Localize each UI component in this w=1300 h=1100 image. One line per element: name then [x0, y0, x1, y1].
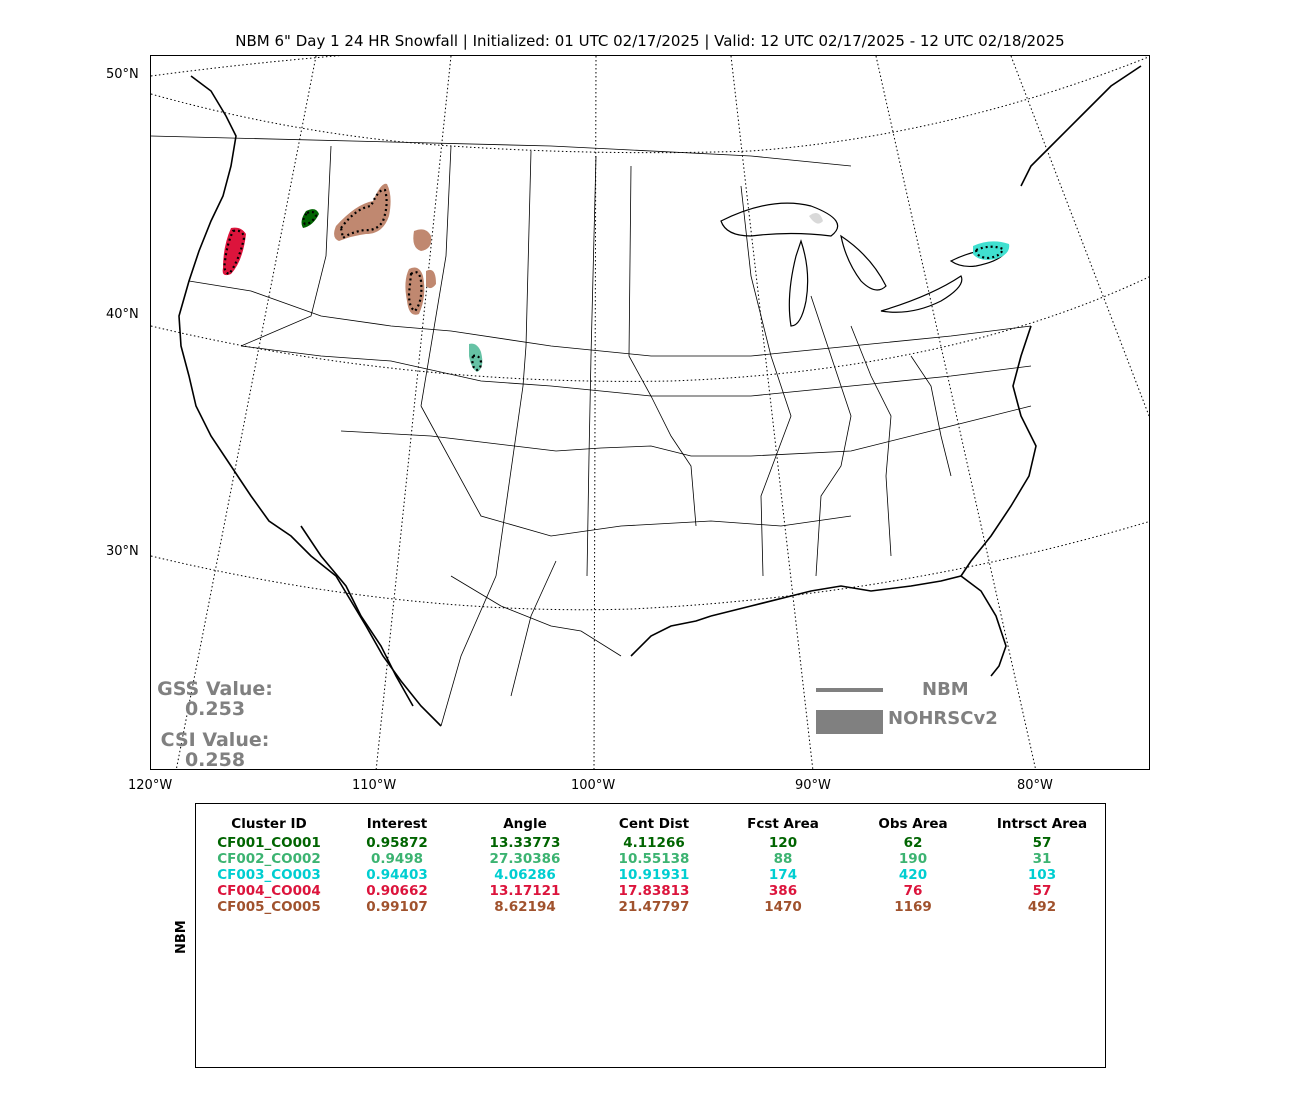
- lon-label-110: 110°W: [352, 778, 397, 793]
- map-title: NBM 6" Day 1 24 HR Snowfall | Initialize…: [235, 32, 1065, 50]
- cell-fcst-area: 386: [768, 883, 798, 899]
- observed-cluster-gray: [809, 212, 823, 224]
- header-fcst-area: Fcst Area: [747, 816, 819, 832]
- cell-obs-area: 76: [903, 883, 923, 899]
- observed-cluster-cf005-d: [426, 269, 436, 289]
- lon-label-100: 100°W: [571, 778, 616, 793]
- cell-cent-dist: 10.55138: [618, 851, 690, 867]
- lat-label-30: 30°N: [106, 544, 139, 559]
- cell-intrsct-area: 492: [1027, 899, 1057, 915]
- header-intrsct-area: Intrsct Area: [996, 816, 1088, 832]
- observed-clusters: [222, 183, 1010, 372]
- gss-value: 0.253: [184, 698, 246, 720]
- cell-cluster-id: CF002_CO002: [217, 851, 321, 867]
- map-svg: [151, 56, 1149, 769]
- lon-label-120: 120°W: [128, 778, 173, 793]
- coastline: [178, 65, 1142, 727]
- cell-cluster-id: CF003_CO003: [217, 867, 321, 883]
- cell-interest: 0.90662: [366, 883, 428, 899]
- forecast-clusters: [223, 188, 1005, 372]
- csi-value: 0.258: [184, 749, 246, 770]
- cell-interest: 0.99107: [366, 899, 428, 915]
- legend-nohrsc-label: NOHRSCv2: [888, 708, 998, 729]
- forecast-cluster-cf003: [974, 245, 1005, 260]
- forecast-cluster-cf002: [471, 354, 483, 372]
- cell-fcst-area: 174: [768, 867, 798, 883]
- cell-obs-area: 190: [898, 851, 928, 867]
- cell-fcst-area: 88: [773, 851, 793, 867]
- forecast-cluster-cf001: [302, 210, 318, 226]
- header-interest: Interest: [366, 816, 428, 832]
- cell-cent-dist: 10.91931: [618, 867, 690, 883]
- cell-interest: 0.94403: [366, 867, 428, 883]
- observed-cluster-cf002: [469, 343, 483, 372]
- cell-fcst-area: 120: [768, 835, 798, 851]
- cell-intrsct-area: 57: [1032, 835, 1052, 851]
- cell-interest: 0.9498: [370, 851, 424, 867]
- forecast-cluster-cf005-b: [407, 271, 423, 313]
- lon-label-90: 90°W: [795, 778, 831, 793]
- cell-cluster-id: CF004_CO004: [217, 883, 321, 899]
- lat-label-40: 40°N: [106, 307, 139, 322]
- cell-angle: 8.62194: [494, 899, 556, 915]
- header-cluster-id: Cluster ID: [231, 816, 307, 832]
- stats-table: Cluster ID Interest Angle Cent Dist Fcst…: [195, 803, 1106, 1068]
- map-panel: GSS Value: 0.253 CSI Value: 0.258 NBM NO…: [150, 55, 1150, 770]
- forecast-cluster-cf004: [223, 229, 246, 276]
- observed-cluster-cf003: [973, 241, 1010, 260]
- cell-cluster-id: CF005_CO005: [217, 899, 321, 915]
- forecast-cluster-cf005-a: [339, 188, 388, 240]
- cell-interest: 0.95872: [366, 835, 428, 851]
- cell-cent-dist: 4.11266: [623, 835, 685, 851]
- cell-angle: 27.30386: [489, 851, 561, 867]
- cell-angle: 13.17121: [489, 883, 561, 899]
- cell-fcst-area: 1470: [764, 899, 802, 915]
- cell-angle: 13.33773: [489, 835, 561, 851]
- header-angle: Angle: [503, 816, 547, 832]
- observed-cluster-cf005-a: [334, 183, 391, 241]
- gss-label: GSS Value:: [157, 678, 273, 700]
- cell-cent-dist: 17.83813: [618, 883, 690, 899]
- cell-intrsct-area: 57: [1032, 883, 1052, 899]
- csi-label: CSI Value:: [160, 729, 270, 751]
- lat-label-50: 50°N: [106, 67, 139, 82]
- cell-angle: 4.06286: [494, 867, 556, 883]
- header-obs-area: Obs Area: [878, 816, 948, 832]
- observed-cluster-cf005-b: [413, 229, 432, 251]
- header-cent-dist: Cent Dist: [618, 816, 690, 832]
- table-row-label: NBM: [174, 920, 189, 954]
- lon-label-80: 80°W: [1017, 778, 1053, 793]
- cell-obs-area: 420: [898, 867, 928, 883]
- cell-obs-area: 62: [903, 835, 923, 851]
- legend-nbm-label: NBM: [922, 679, 969, 700]
- cell-intrsct-area: 31: [1032, 851, 1052, 867]
- state-borders: [151, 135, 1032, 727]
- cell-cluster-id: CF001_CO001: [217, 835, 321, 851]
- cell-cent-dist: 21.47797: [618, 899, 690, 915]
- cell-intrsct-area: 103: [1027, 867, 1057, 883]
- legend-fill-swatch: [816, 710, 883, 734]
- great-lakes: [720, 202, 1007, 327]
- cell-obs-area: 1169: [894, 899, 932, 915]
